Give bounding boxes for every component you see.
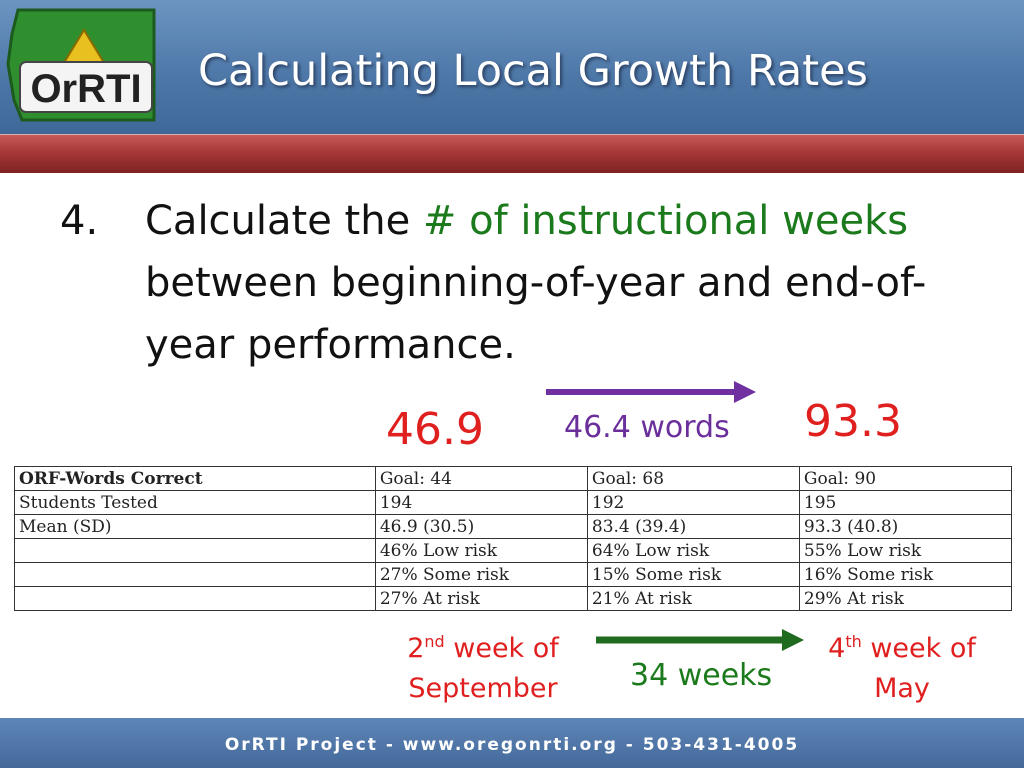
table-row: Mean (SD) 46.9 (30.5) 83.4 (39.4) 93.3 (… [14, 514, 1013, 539]
end-week-rest: week of [861, 633, 976, 664]
table-cell [14, 538, 376, 563]
end-week-line: 4th week of [810, 622, 994, 669]
start-score: 46.9 [386, 404, 484, 455]
table-cell: 93.3 (40.8) [798, 514, 1013, 539]
table-cell: 21% At risk [586, 586, 800, 611]
start-week-rest: week of [444, 633, 559, 664]
table-cell: 15% Some risk [586, 562, 800, 587]
table-cell: 83.4 (39.4) [586, 514, 800, 539]
orrti-logo: OrRTI [6, 8, 156, 122]
weeks-duration-label: 34 weeks [630, 658, 773, 693]
page-title: Calculating Local Growth Rates [198, 46, 868, 96]
step-text-after: between beginning-of-year and end-of-yea… [145, 260, 927, 368]
weeks-arrow-icon [596, 629, 804, 651]
table-cell: 46% Low risk [374, 538, 588, 563]
start-week-line: 2nd week of [388, 622, 578, 669]
header-red-band [0, 134, 1024, 173]
step-number: 4. [60, 198, 99, 244]
table-cell [14, 586, 376, 611]
table-row: Students Tested 194 192 195 [14, 490, 1013, 515]
words-difference-label: 46.4 words [564, 410, 730, 445]
start-week-num: 2 [407, 633, 425, 664]
table-cell: 16% Some risk [798, 562, 1013, 587]
table-row: 46% Low risk 64% Low risk 55% Low risk [14, 538, 1013, 563]
table-cell: 192 [586, 490, 800, 515]
end-week-label: 4th week of May [810, 622, 994, 709]
table-cell: 194 [374, 490, 588, 515]
table-cell: 64% Low risk [586, 538, 800, 563]
table-cell: 46.9 (30.5) [374, 514, 588, 539]
end-week-num: 4 [828, 633, 846, 664]
header-bar [0, 0, 1024, 134]
footer-text: OrRTI Project - www.oregonrti.org - 503-… [224, 735, 800, 755]
footer-bar [0, 718, 1024, 768]
start-week-month: September [408, 673, 558, 704]
start-week-sup: nd [424, 632, 445, 651]
table-cell: 29% At risk [798, 586, 1013, 611]
words-arrow-icon [546, 381, 756, 403]
svg-text:OrRTI: OrRTI [30, 67, 141, 111]
table-row: 27% Some risk 15% Some risk 16% Some ris… [14, 562, 1013, 587]
table-cell: 195 [798, 490, 1013, 515]
table-cell: 27% At risk [374, 586, 588, 611]
table-cell: ORF-Words Correct [14, 466, 376, 491]
step-text: Calculate the # of instructional weeks b… [145, 190, 995, 376]
step-highlight: # of instructional weeks [422, 198, 909, 244]
table-cell: Mean (SD) [14, 514, 376, 539]
step-text-before: Calculate the [145, 198, 423, 244]
table-cell: 27% Some risk [374, 562, 588, 587]
table-cell: Students Tested [14, 490, 376, 515]
table-row: 27% At risk 21% At risk 29% At risk [14, 586, 1013, 611]
end-score: 93.3 [804, 396, 902, 447]
start-week-label: 2nd week of September [388, 622, 578, 709]
table-cell: Goal: 90 [798, 466, 1013, 491]
table-cell [14, 562, 376, 587]
end-week-month: May [874, 673, 930, 704]
orf-results-table: ORF-Words Correct Goal: 44 Goal: 68 Goal… [14, 466, 1013, 611]
table-cell: Goal: 68 [586, 466, 800, 491]
table-cell: Goal: 44 [374, 466, 588, 491]
table-row: ORF-Words Correct Goal: 44 Goal: 68 Goal… [14, 466, 1013, 491]
table-cell: 55% Low risk [798, 538, 1013, 563]
end-week-sup: th [845, 632, 862, 651]
